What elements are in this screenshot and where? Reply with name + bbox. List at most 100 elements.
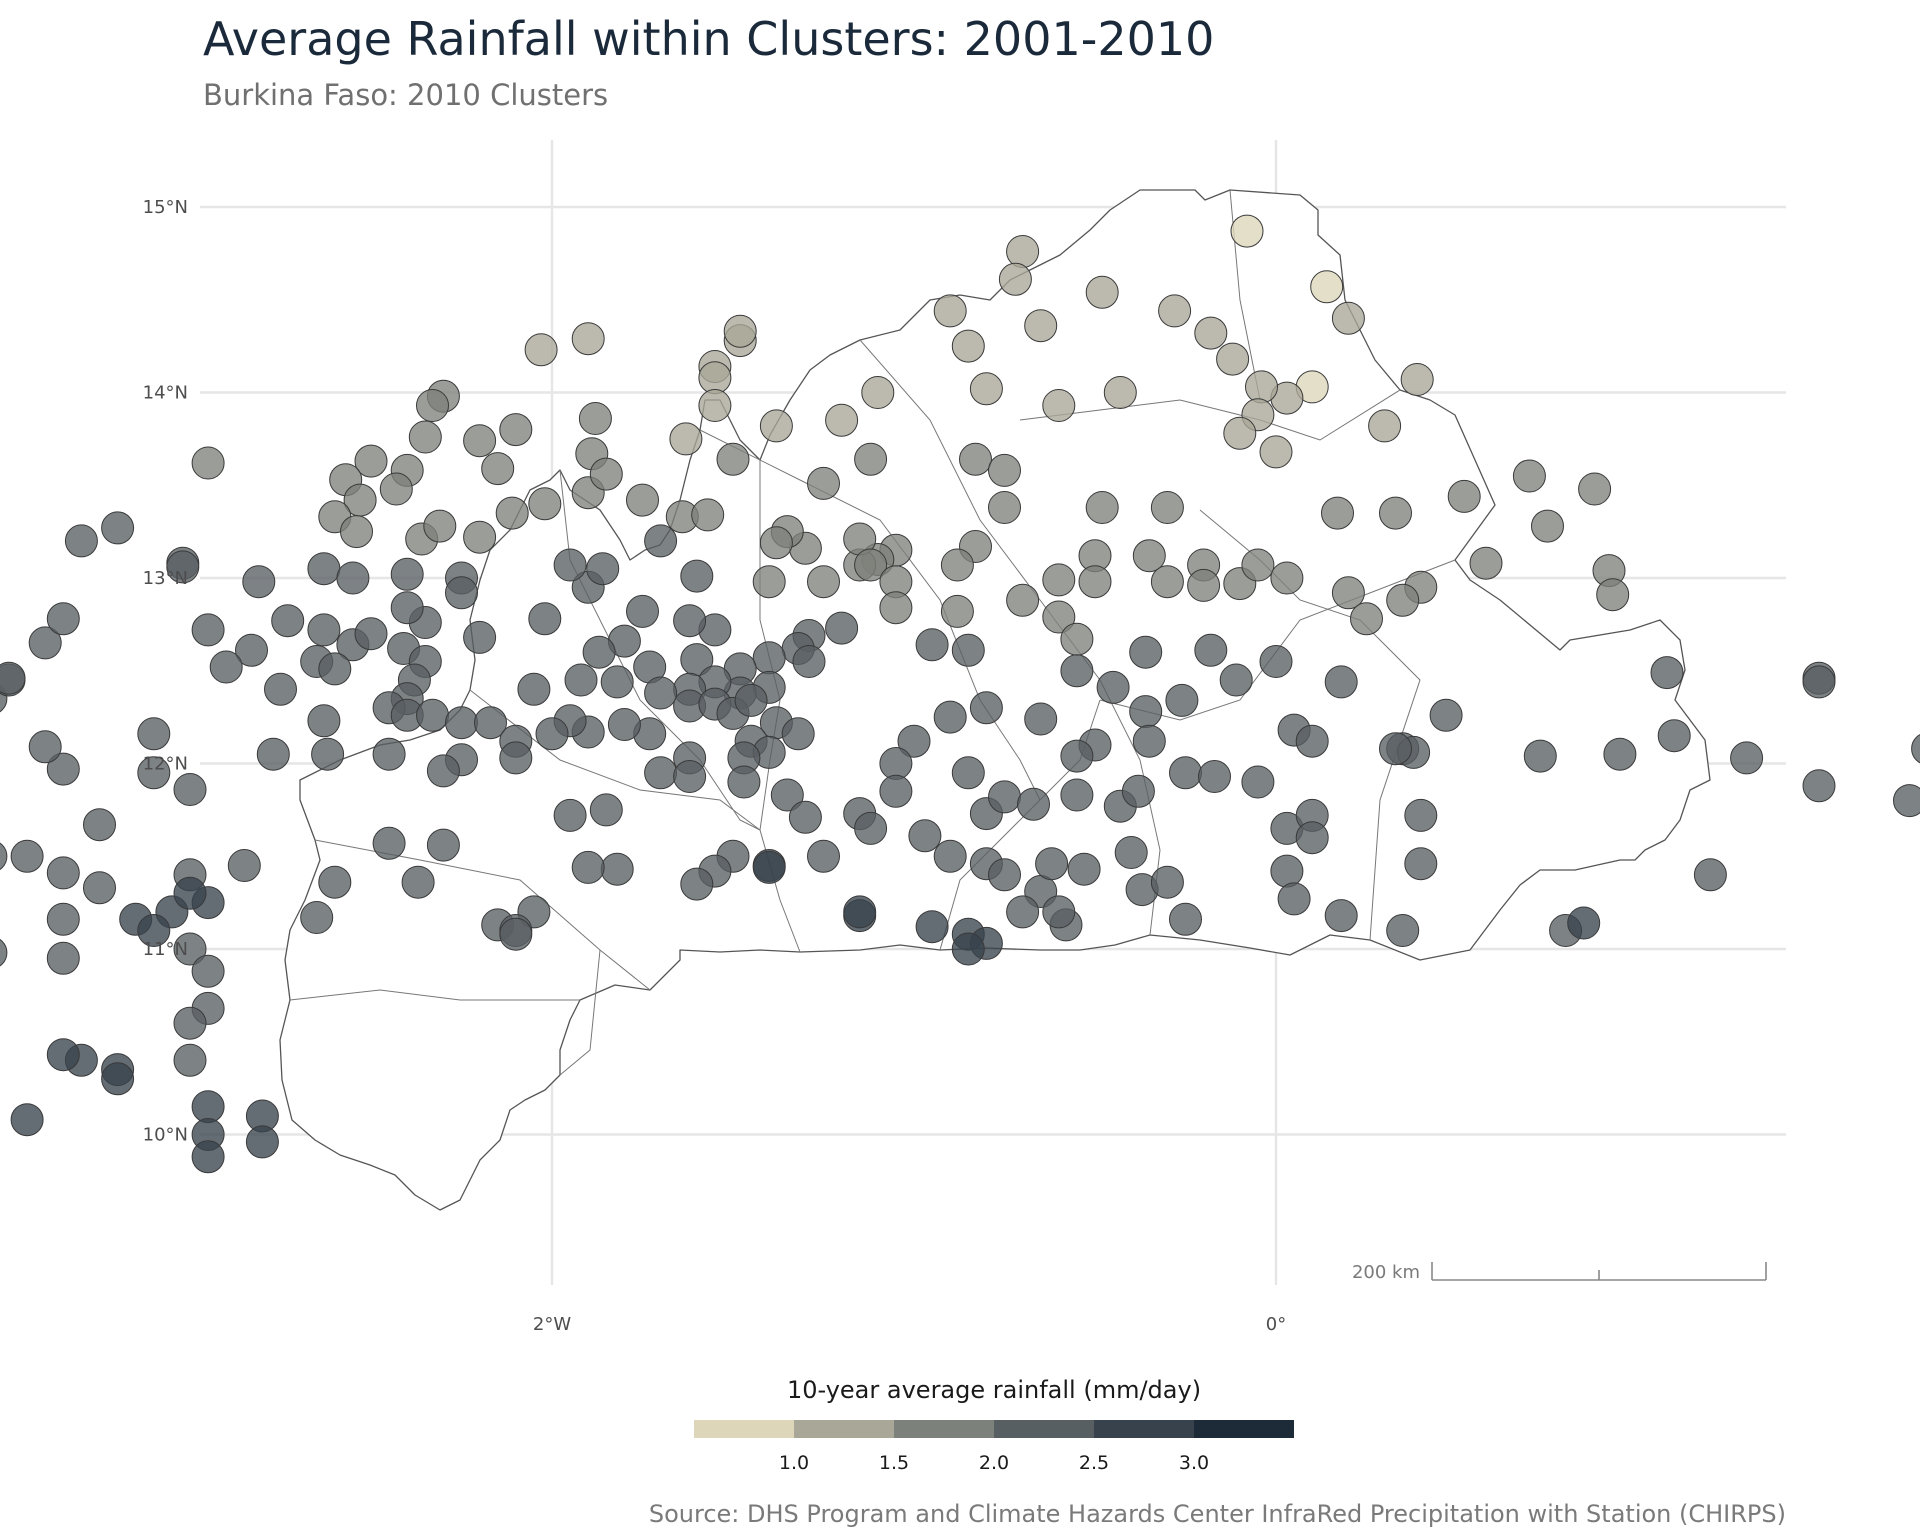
cluster-point [1132, 539, 1166, 573]
cluster-point [1150, 491, 1184, 524]
cluster-point [1150, 865, 1184, 899]
cluster-point [770, 778, 804, 812]
cluster-point [1042, 563, 1076, 597]
cluster-point [626, 483, 659, 517]
cluster-point [83, 808, 116, 842]
cluster-point [463, 520, 497, 554]
cluster-point [1060, 654, 1094, 688]
cluster-point [781, 717, 815, 751]
cluster-point [988, 491, 1021, 524]
cluster-point [788, 800, 822, 834]
legend-title: 10-year average rainfall (mm/day) [786, 1376, 1202, 1404]
cluster-point [535, 717, 569, 751]
cluster-point [1400, 363, 1434, 396]
cluster-point [1277, 882, 1311, 916]
cluster-point [499, 741, 533, 775]
cluster-point [46, 902, 80, 936]
cluster-point [354, 617, 388, 651]
cluster-point [1596, 578, 1630, 612]
legend-tick-label: 2.5 [1078, 1452, 1110, 1474]
cluster-point [825, 403, 859, 437]
cluster-point [28, 730, 62, 764]
cluster-point [1523, 739, 1557, 773]
cluster-point [1350, 602, 1383, 636]
cluster-point [1270, 561, 1304, 595]
lat-tick-label: 14°N [143, 383, 188, 404]
cluster-point [426, 754, 460, 788]
cluster-point [1379, 496, 1412, 530]
cluster-point [897, 724, 931, 758]
cluster-point [1017, 787, 1050, 821]
cluster-point [307, 552, 341, 586]
cluster-point [1310, 270, 1344, 304]
cluster-point [1368, 409, 1402, 443]
cluster-point [1447, 479, 1481, 513]
cluster-point [517, 672, 551, 706]
lat-tick-label: 13°N [143, 568, 188, 589]
cluster-point [1096, 670, 1130, 704]
cluster-point [1386, 914, 1420, 947]
cluster-point [191, 954, 225, 988]
cluster-point [1693, 858, 1727, 892]
cluster-point [1169, 756, 1202, 790]
cluster-point [1219, 663, 1253, 697]
cluster-point [807, 466, 840, 500]
cluster-point [0, 938, 8, 967]
cluster-point [571, 322, 605, 356]
cluster-point [1650, 656, 1684, 690]
cluster-point [423, 509, 457, 543]
cluster-point [723, 314, 757, 348]
source-caption: Source: DHS Program and Climate Hazards … [648, 1500, 1786, 1528]
cluster-point [101, 1062, 135, 1096]
legend-tick-label: 2.0 [978, 1452, 1010, 1474]
cluster-point [879, 747, 913, 780]
cluster-point [191, 613, 225, 647]
cluster-point [28, 626, 62, 660]
cluster-point [191, 1090, 225, 1124]
cluster-point [1295, 724, 1329, 758]
cluster-point [499, 917, 533, 951]
lat-tick-label: 11°N [143, 939, 188, 960]
cluster-point [173, 932, 207, 966]
cluster-point [1567, 906, 1601, 940]
cluster-point [390, 557, 424, 591]
cluster-point [64, 524, 98, 558]
cluster-point [1103, 376, 1137, 409]
cluster-point [644, 676, 678, 710]
cluster-point [959, 442, 992, 476]
cluster-point [673, 604, 707, 638]
cluster-point [564, 663, 598, 697]
cluster-point [1578, 472, 1612, 506]
cluster-point [915, 910, 949, 944]
cluster-point [46, 856, 80, 890]
cluster-point [1657, 719, 1691, 753]
cluster-point [463, 424, 497, 458]
cluster-point [759, 409, 793, 443]
cluster-point [582, 635, 616, 669]
cluster-point [940, 594, 974, 628]
cluster-point [951, 756, 985, 790]
cluster-point [578, 402, 612, 435]
cluster-point [1006, 583, 1040, 617]
cluster-point [669, 422, 703, 456]
cluster-point [854, 442, 888, 476]
cluster-point [644, 524, 678, 558]
cluster-point [307, 704, 341, 738]
cluster-point [336, 561, 370, 595]
cluster-point [716, 442, 750, 476]
cluster-point [463, 620, 497, 654]
cluster-point [854, 548, 888, 582]
cluster-point [379, 472, 413, 506]
legend-tick-label: 1.5 [878, 1452, 910, 1474]
cluster-point [1132, 724, 1166, 758]
cluster-point [1158, 294, 1192, 328]
cluster-point [1060, 778, 1094, 812]
cluster-point [998, 262, 1032, 296]
cluster-point [752, 641, 786, 675]
cluster-point [854, 811, 888, 845]
cluster-point [271, 604, 305, 638]
cluster-point [1042, 895, 1076, 929]
legend-swatch [1194, 1420, 1294, 1438]
cluster-point [1216, 342, 1250, 376]
cluster-point [1802, 769, 1836, 803]
